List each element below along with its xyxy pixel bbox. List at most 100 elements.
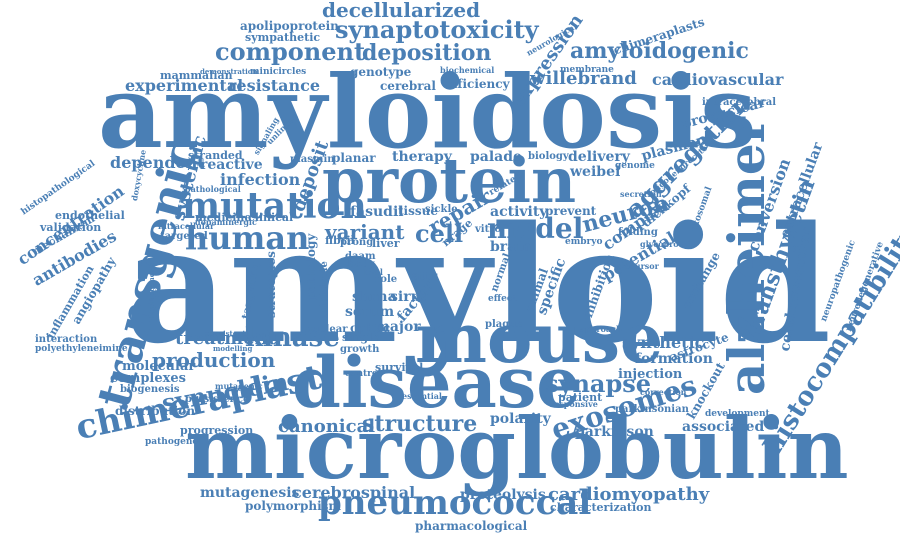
word: validation: [40, 221, 102, 234]
word: mouse: [415, 299, 664, 379]
word: resistance: [228, 76, 321, 95]
word: nuclear: [305, 324, 348, 335]
word: medicine: [195, 211, 252, 224]
word: cardiomyopathy: [548, 484, 710, 505]
word: polarity: [490, 411, 551, 427]
word: mammalian: [160, 69, 233, 82]
word: cardiovascular: [652, 70, 784, 89]
word: attr: [412, 269, 438, 283]
word: brain: [490, 239, 532, 255]
word: production: [152, 348, 276, 372]
word: intracerebral: [702, 97, 777, 108]
word: correction: [640, 387, 687, 397]
word: molecular: [122, 359, 196, 374]
word: folding: [618, 227, 658, 238]
word: prevent: [545, 204, 597, 218]
word: complexes: [110, 371, 186, 386]
word: sickle: [425, 204, 458, 215]
word: membrane: [560, 65, 614, 75]
word: sirna: [390, 289, 430, 305]
word: disease: [292, 341, 581, 424]
word: distribution: [115, 404, 196, 418]
word: therapy: [392, 149, 452, 165]
word: reactive: [200, 157, 263, 173]
word: canonical: [278, 416, 376, 437]
word: approach: [580, 324, 622, 334]
word: synthetic: [622, 333, 705, 352]
word: synaptotoxicity: [335, 15, 539, 44]
word: plasmin: [290, 154, 335, 165]
word: demonstration: [200, 67, 258, 76]
word: dependent: [110, 153, 205, 172]
word: interaction: [35, 334, 98, 345]
word: variant: [325, 220, 405, 244]
word: polymorphism: [245, 499, 342, 513]
word: precursor: [615, 261, 659, 271]
word: daam: [345, 251, 376, 262]
word: palade: [470, 149, 522, 165]
word: effect: [488, 294, 517, 304]
word: survival: [375, 361, 424, 374]
word: progression: [180, 424, 254, 437]
word: kinase: [245, 323, 340, 353]
word: role: [375, 274, 398, 285]
word: secretion: [620, 189, 662, 199]
word: patient: [558, 391, 603, 404]
word: cell: [415, 219, 464, 248]
word: body: [348, 259, 375, 270]
word: level: [362, 267, 383, 277]
word: efficiency: [445, 77, 510, 91]
word: amyloidosis: [98, 53, 757, 171]
word: mutagenic: [215, 381, 263, 391]
word: stranded: [188, 149, 243, 162]
word: synapse: [545, 369, 652, 398]
word: structure: [362, 411, 478, 437]
word: activity: [490, 204, 548, 220]
word: injection: [618, 367, 683, 382]
word: formation: [635, 351, 713, 367]
word: targeted: [160, 231, 208, 242]
word: mutagenesis: [200, 485, 300, 501]
word: pathological: [185, 184, 241, 194]
word: genotype: [350, 65, 412, 79]
word: modelling: [213, 344, 253, 353]
word: polyethyleneimine: [35, 344, 128, 354]
word: embryo: [565, 237, 603, 247]
word: associated: [682, 419, 765, 435]
word: biology: [528, 151, 569, 162]
word: persistence: [185, 394, 250, 405]
word: major: [375, 319, 421, 335]
word: apolipoprotein: [240, 19, 339, 33]
word: single: [342, 331, 380, 344]
word: cerebral: [380, 79, 436, 93]
word: sympathetic: [245, 31, 321, 44]
word: parkinsonian: [615, 404, 689, 415]
word: dopaminergic: [195, 217, 257, 227]
word: biochemical: [440, 65, 495, 75]
word: pathology: [304, 233, 318, 300]
word: willebrand: [530, 68, 637, 89]
word: clinical: [248, 211, 294, 224]
word: decellularized: [322, 0, 481, 22]
word: development: [705, 409, 770, 419]
word: mutation: [182, 185, 367, 227]
word: shrna: [352, 289, 397, 305]
word: cerebrospinal: [292, 483, 416, 502]
word: infection: [220, 170, 301, 189]
word: model: [487, 212, 584, 245]
word: serum: [345, 304, 395, 320]
word: fibril: [325, 234, 355, 247]
word: plaque: [485, 319, 523, 330]
word: growth: [340, 344, 380, 355]
word: microglobulin: [185, 399, 849, 498]
word: endothelial: [55, 209, 125, 222]
word: liver: [372, 237, 400, 250]
word: pneumococcal: [318, 483, 592, 523]
word: tissue: [398, 204, 438, 218]
word: pathogenetic: [145, 437, 212, 447]
word: treatment: [175, 328, 277, 349]
word: consistent: [205, 329, 246, 338]
word: experimental: [125, 76, 244, 95]
word: deposition: [362, 40, 492, 66]
